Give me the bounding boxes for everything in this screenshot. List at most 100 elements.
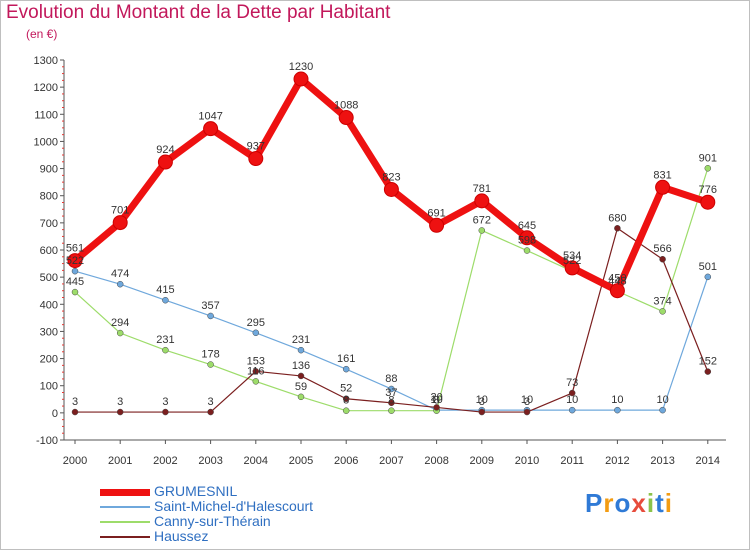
data-label: 3	[479, 396, 485, 408]
data-label: 59	[295, 381, 307, 393]
legend-label-canny: Canny-sur-Thérain	[154, 513, 271, 529]
data-point	[116, 280, 124, 288]
data-point	[519, 230, 535, 246]
data-point	[252, 329, 260, 337]
logo-letter: r	[603, 488, 615, 518]
x-tick-label: 2010	[515, 455, 539, 467]
data-point	[338, 110, 354, 126]
legend-swatch-saint-michel	[100, 506, 150, 508]
x-tick-label: 2002	[153, 455, 177, 467]
data-point	[342, 365, 350, 373]
x-tick-label: 2012	[605, 455, 629, 467]
data-label: 231	[156, 334, 174, 346]
chart-title: Evolution du Montant de la Dette par Hab…	[6, 2, 391, 23]
data-point	[478, 227, 486, 234]
y-tick-label: 900	[40, 164, 58, 176]
data-label: 52	[340, 383, 352, 395]
data-label: 781	[473, 183, 491, 195]
y-tick-label: 1300	[34, 55, 58, 67]
data-label: 10	[521, 394, 533, 406]
data-label: 231	[292, 334, 310, 346]
data-point	[71, 267, 79, 275]
data-label: 937	[247, 141, 265, 153]
data-label: 522	[66, 255, 84, 267]
data-point	[297, 372, 305, 380]
data-point	[207, 361, 214, 368]
y-tick-label: -100	[36, 435, 58, 447]
data-point	[162, 408, 169, 416]
data-label: 10	[611, 394, 623, 406]
data-point	[116, 329, 124, 337]
data-point	[614, 225, 621, 232]
data-label: 501	[699, 261, 717, 273]
data-point	[429, 217, 445, 233]
data-point	[71, 288, 79, 296]
data-label: 1088	[334, 100, 358, 112]
data-point	[67, 253, 83, 269]
data-point	[388, 407, 395, 414]
x-tick-label: 2009	[470, 455, 494, 467]
x-tick-label: 2003	[198, 455, 222, 467]
data-point	[203, 121, 219, 137]
data-point	[71, 408, 79, 416]
data-label: 823	[382, 171, 400, 183]
y-tick-label: 1000	[34, 136, 58, 148]
y-tick-label: 500	[40, 272, 58, 284]
data-point	[523, 408, 531, 416]
x-tick-label: 2006	[334, 455, 358, 467]
data-label: 474	[111, 268, 129, 280]
data-label: 88	[385, 373, 397, 385]
y-tick-label: 0	[52, 408, 58, 420]
data-label: 374	[653, 295, 671, 307]
x-tick-label: 2007	[379, 455, 403, 467]
data-label: 598	[518, 235, 536, 247]
legend-swatch-canny	[100, 521, 150, 523]
x-tick-label: 2013	[650, 455, 674, 467]
data-label: 448	[608, 275, 626, 287]
data-point	[388, 385, 395, 393]
logo-letter: o	[614, 488, 632, 518]
data-label: 294	[111, 317, 129, 329]
data-label: 136	[292, 360, 310, 372]
data-point	[252, 378, 260, 385]
data-label: 37	[385, 387, 397, 399]
data-label: 566	[653, 243, 671, 255]
y-tick-label: 300	[40, 326, 58, 338]
data-point	[568, 406, 576, 414]
logo-letter: P	[585, 488, 604, 518]
legend-label-saint-michel: Saint-Michel-d'Halescourt	[154, 498, 314, 514]
data-label: 561	[66, 243, 84, 255]
x-tick-label: 2004	[244, 455, 268, 467]
data-label: 672	[473, 214, 491, 226]
data-point	[659, 406, 666, 414]
data-label: 450	[608, 273, 626, 285]
data-label: 10	[476, 394, 488, 406]
data-point	[342, 407, 350, 414]
x-tick-label: 2008	[424, 455, 448, 467]
data-point	[116, 408, 124, 416]
data-label: 701	[111, 205, 129, 217]
data-point	[157, 154, 173, 170]
data-point	[342, 395, 350, 402]
data-point	[162, 296, 169, 304]
x-tick-label: 2011	[560, 455, 584, 467]
data-point	[659, 255, 666, 263]
data-label: 178	[201, 349, 219, 361]
data-point	[162, 346, 169, 354]
data-label: 415	[156, 284, 174, 296]
chart-subtitle: (en €)	[26, 27, 58, 41]
data-label: 645	[518, 220, 536, 232]
x-tick-label: 2005	[289, 455, 313, 467]
logo-letter: t	[655, 488, 665, 518]
data-label: 534	[563, 250, 581, 262]
data-label: 1047	[198, 111, 222, 123]
legend-label-haussez: Haussez	[154, 528, 209, 544]
data-point	[523, 247, 531, 254]
y-tick-label: 100	[40, 381, 58, 393]
data-point	[478, 408, 486, 416]
data-point	[564, 260, 580, 276]
data-label: 20	[430, 391, 442, 403]
data-point	[388, 399, 395, 407]
data-label: 3	[117, 396, 123, 408]
